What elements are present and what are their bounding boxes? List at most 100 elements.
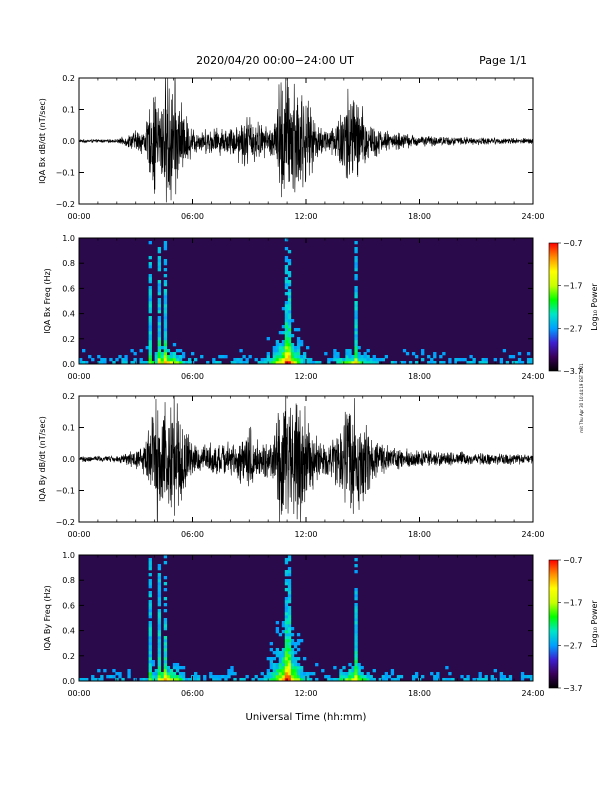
spectrogram-cell [296,633,301,637]
spectrogram-cell [354,666,358,670]
spectrogram-cell [529,675,533,679]
x-tick-label: 06:00 [181,372,204,381]
spectrogram-cell [529,358,533,362]
spectrogram-cell [354,627,358,631]
y-tick-label: 0.0 [62,360,75,369]
spectrogram-cell [520,672,525,676]
spectrogram-cell [218,678,222,681]
spectrogram-cell [157,672,162,676]
spectrogram-cell [239,678,243,681]
spectrogram-cell [421,675,425,679]
spectrogram-cell [284,624,289,628]
spectrogram-cell [163,355,168,359]
spectrogram-cell [306,346,310,350]
spectrogram-cell [130,349,134,353]
spectrogram-cell [242,678,246,681]
spectrogram-cell [284,271,289,275]
spectrogram-cell [82,361,86,364]
spectrogram-cell [284,633,289,637]
header-date-range: 2020/04/20 00:00−24:00 UT [196,54,354,67]
spectrogram-cell [154,675,158,679]
spectrogram-cell [160,346,165,350]
spectrogram-cell [348,352,352,356]
spectrogram-cell [112,361,116,364]
spectrogram-cell [157,343,162,347]
spectrogram-cell [327,675,331,679]
spectrogram-cell [263,678,267,681]
by-spectrogram-ylabel: IQA By Freq (Hz) [43,585,52,651]
spectrogram-cell [227,672,231,676]
spectrogram-cell [411,352,416,356]
spectrogram-cell [269,648,274,652]
spectrogram-cell [275,346,280,350]
spectrogram-cell [157,600,162,604]
spectrogram-cell [181,666,186,670]
spectrogram-cell [345,675,349,679]
spectrogram-cell [284,675,289,679]
spectrogram-cell [354,268,358,272]
spectrogram-cell [287,600,292,604]
spectrogram-cell [299,358,304,362]
spectrogram-cell [378,678,382,681]
spectrogram-cell [163,295,168,299]
spectrogram-cell [296,346,301,350]
spectrogram-cell [520,678,525,681]
spectrogram-cell [163,651,168,655]
spectrogram-cell [354,558,358,562]
spectrogram-cell [91,675,95,679]
spectrogram-cell [148,675,152,679]
spectrogram-cell [357,361,361,364]
spectrogram-cell [296,675,301,679]
spectrogram-cell [290,672,295,676]
spectrogram-cell [439,355,443,359]
spectrogram-cell [414,672,419,676]
spectrogram-cell [166,361,171,364]
spectrogram-cell [354,663,358,667]
spectrogram-cell [239,358,243,362]
spectrogram-cell [157,247,162,251]
spectrogram-cell [354,331,358,335]
spectrogram-cell [478,361,482,364]
spectrogram-cell [233,672,237,676]
spectrogram-cell [157,331,162,335]
spectrogram-cell [139,358,143,362]
spectrogram-cell [354,648,358,652]
spectrogram-cell [302,678,307,681]
spectrogram-cell [224,678,228,681]
spectrogram-cell [269,642,274,646]
spectrogram-cell [284,561,289,565]
spectrogram-cell [160,361,165,364]
spectrogram-cell [284,313,289,317]
spectrogram-cell [275,672,280,676]
spectrogram-cell [296,672,301,676]
spectrogram-cell [284,322,289,326]
spectrogram-cell [281,346,286,350]
spectrogram-cell [354,570,358,574]
x-axis-title: Universal Time (hh:mm) [246,712,367,723]
spectrogram-cell [203,678,207,681]
spectrogram-cell [157,250,162,254]
spectrogram-cell [157,675,162,679]
spectrogram-cell [284,600,289,604]
spectrogram-cell [354,645,358,649]
spectrogram-cell [290,642,295,646]
spectrogram-cell [290,663,295,667]
spectrogram-cell [178,666,183,670]
spectrogram-cell [354,286,358,290]
y-tick-label: 1.0 [62,234,75,243]
spectrogram-cell [278,666,283,670]
spectrogram-cell [421,358,425,362]
spectrogram-cell [354,678,358,681]
spectrogram-cell [148,645,152,649]
spectrogram-cell [284,334,289,338]
spectrogram-cell [163,639,168,643]
spectrogram-cell [127,669,131,673]
colorbar-tick-label: −2.7 [563,324,582,333]
spectrogram-cell [354,636,358,640]
spectrogram-cell [287,663,292,667]
spectrogram-cell [375,358,379,362]
spectrogram-cell [339,672,343,676]
spectrogram-cell [287,298,292,302]
spectrogram-cell [112,675,116,679]
spectrogram-cell [157,603,162,607]
